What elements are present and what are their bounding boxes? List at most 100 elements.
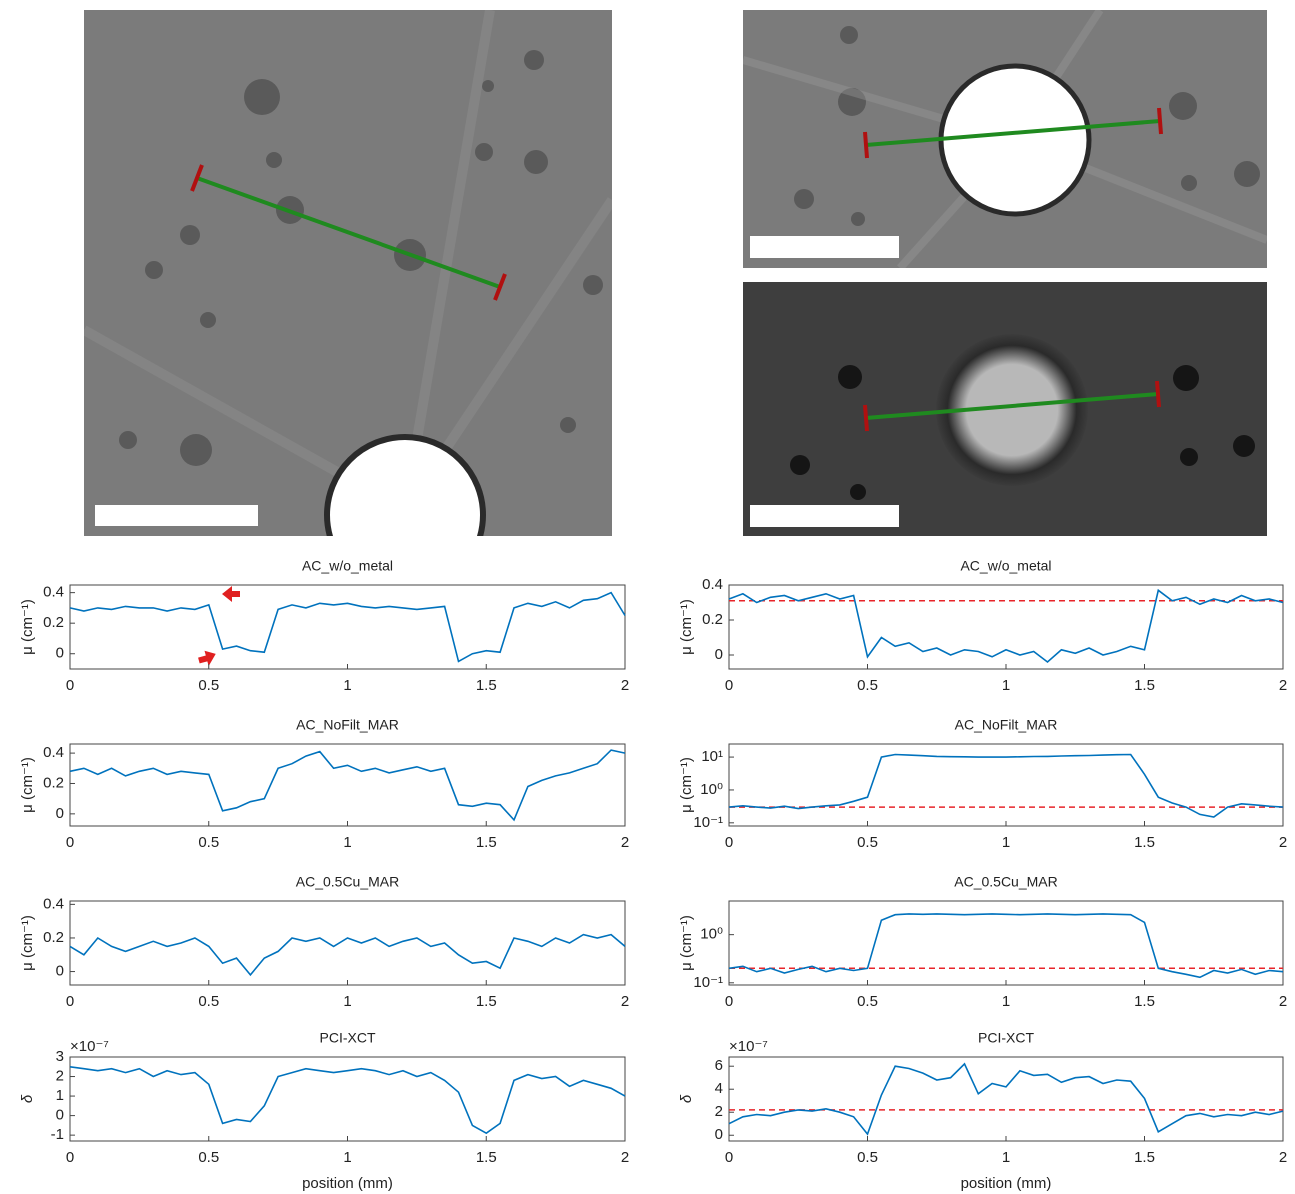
chart-title: PCI-XCT xyxy=(978,1030,1034,1046)
x-tick-label: 1 xyxy=(1002,834,1010,851)
y-tick-label: 0.2 xyxy=(43,614,64,631)
y-tick-label: 1 xyxy=(56,1087,64,1104)
y-multiplier: ×10⁻⁷ xyxy=(729,1038,768,1055)
x-tick-label: 0 xyxy=(66,993,74,1010)
y-tick-label: -1 xyxy=(51,1126,64,1143)
y-axis-label: μ (cm⁻¹) xyxy=(19,599,36,655)
data-line xyxy=(70,935,625,975)
y-tick-label: 10⁰ xyxy=(700,926,723,943)
y-tick-label: 0 xyxy=(715,646,723,663)
y-tick-label: 0 xyxy=(56,963,64,980)
x-tick-label: 0.5 xyxy=(198,677,219,694)
y-axis-label: μ (cm⁻¹) xyxy=(19,757,36,813)
x-tick-label: 2 xyxy=(1279,993,1287,1010)
x-tick-label: 1.5 xyxy=(1134,834,1155,851)
chart-title: AC_0.5Cu_MAR xyxy=(954,874,1058,890)
x-tick-label: 1 xyxy=(343,834,351,851)
x-tick-label: 2 xyxy=(1279,677,1287,694)
data-line xyxy=(70,593,625,662)
x-tick-label: 0 xyxy=(66,1149,74,1166)
y-axis-label: δ xyxy=(19,1094,36,1103)
ct-image-bottom-right xyxy=(743,282,1267,536)
x-tick-label: 1.5 xyxy=(476,834,497,851)
y-tick-label: 3 xyxy=(56,1048,64,1065)
x-tick-label: 0.5 xyxy=(857,677,878,694)
y-tick-label: 0.2 xyxy=(43,929,64,946)
arrow-annotation xyxy=(222,586,240,602)
x-tick-label: 2 xyxy=(1279,1149,1287,1166)
x-axis-label: position (mm) xyxy=(961,1175,1052,1192)
x-axis-label: position (mm) xyxy=(302,1175,393,1192)
axes-box xyxy=(70,744,625,826)
x-tick-label: 1.5 xyxy=(476,1149,497,1166)
x-tick-label: 0 xyxy=(725,993,733,1010)
x-tick-label: 1.5 xyxy=(1134,993,1155,1010)
chart-title: AC_NoFilt_MAR xyxy=(955,717,1058,733)
y-tick-label: 10⁰ xyxy=(700,781,723,798)
y-tick-label: 0.4 xyxy=(43,584,64,601)
x-tick-label: 0.5 xyxy=(198,993,219,1010)
x-tick-label: 1.5 xyxy=(1134,677,1155,694)
axes-box xyxy=(729,1057,1283,1141)
y-tick-label: 10¹ xyxy=(701,748,723,765)
data-line xyxy=(70,750,625,820)
x-tick-label: 1 xyxy=(343,677,351,694)
x-tick-label: 1 xyxy=(1002,677,1010,694)
y-tick-label: 0.4 xyxy=(702,576,723,593)
x-tick-label: 1 xyxy=(343,1149,351,1166)
ct-image-left xyxy=(84,10,612,593)
x-tick-label: 2 xyxy=(1279,834,1287,851)
chart-title: PCI-XCT xyxy=(320,1030,376,1046)
y-tick-label: 4 xyxy=(715,1080,723,1097)
axes-box xyxy=(70,585,625,669)
x-tick-label: 0.5 xyxy=(857,834,878,851)
x-tick-label: 1.5 xyxy=(1134,1149,1155,1166)
y-tick-label: 6 xyxy=(715,1057,723,1074)
x-tick-label: 0.5 xyxy=(198,834,219,851)
x-tick-label: 0 xyxy=(725,1149,733,1166)
y-tick-label: 0.4 xyxy=(43,744,64,761)
axes-box xyxy=(70,901,625,985)
x-tick-label: 1.5 xyxy=(476,993,497,1010)
x-tick-label: 2 xyxy=(621,677,629,694)
x-tick-label: 0.5 xyxy=(857,1149,878,1166)
y-tick-label: 2 xyxy=(56,1068,64,1085)
y-tick-label: 0 xyxy=(56,645,64,662)
chart-title: AC_w/o_metal xyxy=(960,558,1051,574)
y-tick-label: 0 xyxy=(56,1107,64,1124)
y-axis-label: δ xyxy=(678,1094,695,1103)
y-tick-label: 10⁻¹ xyxy=(693,974,723,991)
y-axis-label: μ (cm⁻¹) xyxy=(678,599,695,655)
y-tick-label: 0 xyxy=(715,1126,723,1143)
axes-box xyxy=(70,1057,625,1141)
x-tick-label: 1.5 xyxy=(476,677,497,694)
y-tick-label: 0.2 xyxy=(702,611,723,628)
figure: AC_w/o_metal μ (cm⁻¹) 0 0.5 1 1.5 2 0 0.2 0.4 AC_w… xyxy=(0,0,1295,1194)
ct-image-top-right xyxy=(743,10,1267,268)
y-multiplier: ×10⁻⁷ xyxy=(70,1038,109,1055)
chart-title: AC_NoFilt_MAR xyxy=(296,717,399,733)
x-tick-label: 0 xyxy=(725,834,733,851)
x-tick-label: 1 xyxy=(1002,993,1010,1010)
x-tick-label: 2 xyxy=(621,993,629,1010)
y-axis-label: μ (cm⁻¹) xyxy=(678,915,695,971)
x-tick-label: 0 xyxy=(725,677,733,694)
chart-title: AC_0.5Cu_MAR xyxy=(296,874,400,890)
chart-title: AC_w/o_metal xyxy=(302,558,393,574)
y-tick-label: 2 xyxy=(715,1103,723,1120)
y-axis-label: μ (cm⁻¹) xyxy=(678,757,695,813)
x-tick-label: 0.5 xyxy=(857,993,878,1010)
x-tick-label: 2 xyxy=(621,834,629,851)
y-axis-label: μ (cm⁻¹) xyxy=(19,915,36,971)
y-tick-label: 0.2 xyxy=(43,774,64,791)
x-tick-label: 0 xyxy=(66,677,74,694)
x-tick-label: 0 xyxy=(66,834,74,851)
arrow-annotation xyxy=(197,648,219,668)
data-line xyxy=(70,1067,625,1133)
y-tick-label: 0.4 xyxy=(43,895,64,912)
y-tick-label: 10⁻¹ xyxy=(693,814,723,831)
data-line xyxy=(729,1064,1283,1134)
y-tick-label: 0 xyxy=(56,805,64,822)
x-tick-label: 1 xyxy=(1002,1149,1010,1166)
x-tick-label: 0.5 xyxy=(198,1149,219,1166)
